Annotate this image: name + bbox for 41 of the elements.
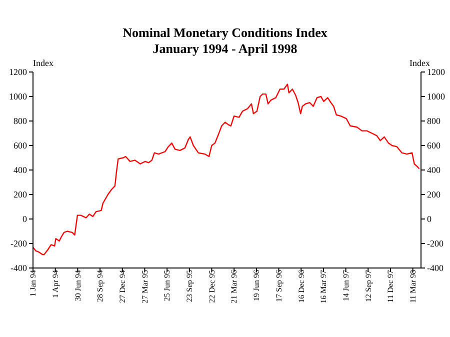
line-series (33, 84, 420, 256)
y2-tick-label: 400 (427, 165, 441, 176)
y-tick-label: -200 (10, 238, 28, 249)
y-tick-label: 600 (14, 140, 28, 151)
y-tick-label: 0 (22, 214, 28, 224)
x-tick-label: 16 Dec 96 (296, 270, 306, 303)
y-tick-label: 800 (14, 116, 28, 126)
y-tick-label: 400 (14, 165, 28, 176)
x-tick-label: 27 Dec 94 (118, 270, 128, 303)
x-tick-label: 14 Jun 97 (341, 270, 350, 302)
y2-tick-label: 800 (427, 116, 441, 126)
chart-subtitle: January 1994 - April 1998 (152, 41, 298, 57)
y2-tick-label: -400 (427, 263, 444, 274)
x-tick-label: 17 Sep 96 (274, 270, 284, 302)
x-tick-label: 1 Jan 94 (28, 270, 38, 297)
y2-tick-label: 1200 (427, 67, 446, 78)
y-tick-label: -400 (10, 263, 28, 274)
y-tick-label: 200 (14, 190, 28, 200)
x-tick-label: 30 Jun 94 (73, 270, 82, 302)
x-tick-label: 19 Jun 96 (252, 270, 262, 302)
x-tick-label: 11 Dec 97 (386, 270, 396, 303)
x-tick-label: 16 Mar 97 (319, 270, 328, 304)
y2-tick-label: 1000 (427, 92, 446, 102)
x-tick-label: 28 Sep 94 (96, 270, 105, 302)
y2-axis-title: Index (410, 58, 430, 68)
x-tick-label: 25 Jun 95 (162, 270, 172, 302)
x-tick-label: 12 Sep 97 (364, 270, 373, 302)
y2-tick-label: 200 (427, 190, 441, 200)
x-tick-label: 22 Dec 95 (207, 270, 216, 303)
y2-tick-label: 600 (427, 140, 441, 151)
x-tick-label: 21 Mar 96 (230, 270, 239, 304)
y2-tick-label: -200 (427, 238, 444, 249)
x-tick-label: 23 Sep 95 (185, 270, 194, 302)
x-tick-label: 11 Mar 98 (408, 270, 418, 304)
chart-title: Nominal Monetary Conditions Index (122, 25, 328, 41)
y-tick-label: 1000 (9, 92, 28, 102)
y-tick-label: 1200 (9, 67, 28, 78)
y2-tick-label: 0 (427, 214, 432, 224)
x-tick-label: 27 Mar 95 (140, 270, 150, 304)
x-tick-label: 1 Apr 94 (51, 270, 60, 298)
y-axis-title: Index (33, 58, 54, 68)
